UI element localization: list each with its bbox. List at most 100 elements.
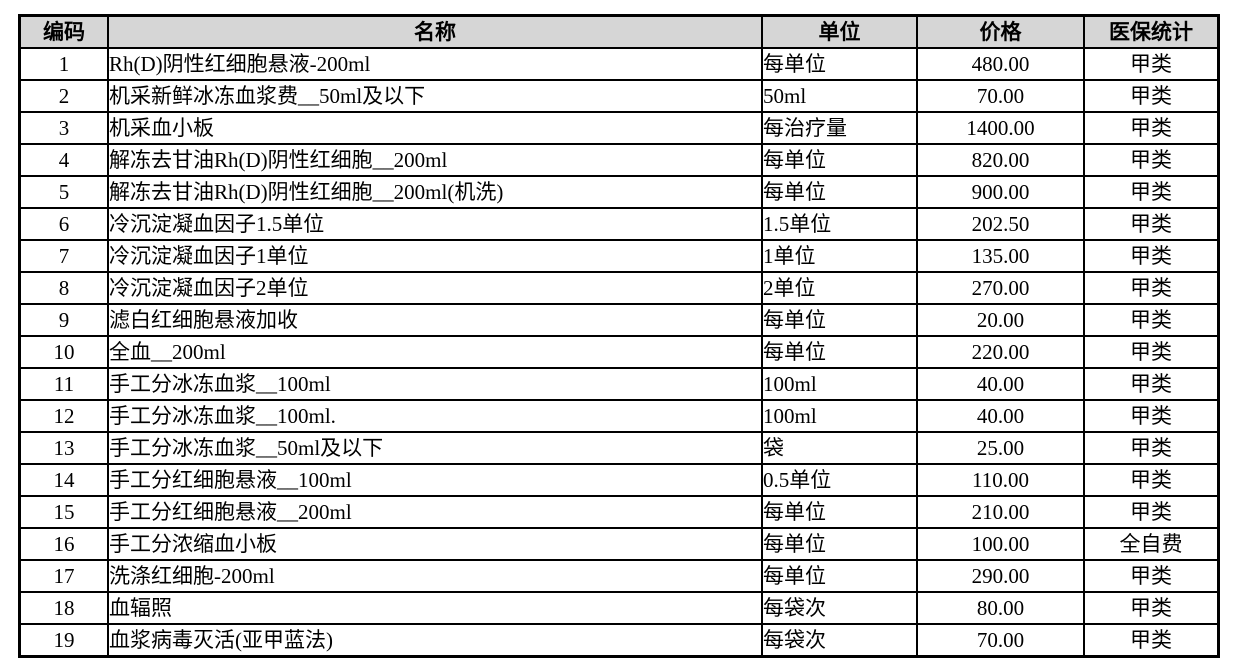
- table-row: 6 冷沉淀凝血因子1.5单位 1.5单位 202.50 甲类: [18, 207, 1220, 241]
- cell-unit: 每单位: [761, 175, 918, 209]
- cell-price: 1400.00: [916, 111, 1085, 145]
- table-row: 4 解冻去甘油Rh(D)阴性红细胞__200ml 每单位 820.00 甲类: [18, 143, 1220, 177]
- table-row: 12 手工分冰冻血浆__100ml. 100ml 40.00 甲类: [18, 399, 1220, 433]
- cell-name: 冷沉淀凝血因子1单位: [107, 239, 763, 273]
- cell-price: 80.00: [916, 591, 1085, 625]
- cell-code: 16: [18, 527, 109, 561]
- cell-insurance: 甲类: [1083, 175, 1220, 209]
- cell-name: 机采血小板: [107, 111, 763, 145]
- cell-insurance: 甲类: [1083, 431, 1220, 465]
- table-row: 2 机采新鲜冰冻血浆费__50ml及以下 50ml 70.00 甲类: [18, 79, 1220, 113]
- cell-code: 9: [18, 303, 109, 337]
- cell-unit: 每单位: [761, 47, 918, 81]
- cell-name: 手工分冰冻血浆__100ml.: [107, 399, 763, 433]
- cell-unit: 100ml: [761, 399, 918, 433]
- table-row: 9 滤白红细胞悬液加收 每单位 20.00 甲类: [18, 303, 1220, 337]
- cell-insurance: 甲类: [1083, 399, 1220, 433]
- cell-insurance: 甲类: [1083, 463, 1220, 497]
- cell-code: 2: [18, 79, 109, 113]
- cell-unit: 袋: [761, 431, 918, 465]
- table-row: 7 冷沉淀凝血因子1单位 1单位 135.00 甲类: [18, 239, 1220, 273]
- cell-unit: 100ml: [761, 367, 918, 401]
- cell-price: 820.00: [916, 143, 1085, 177]
- cell-name: 冷沉淀凝血因子2单位: [107, 271, 763, 305]
- cell-price: 100.00: [916, 527, 1085, 561]
- table-header: 编码 名称 单位 价格 医保统计: [18, 14, 1220, 49]
- table-row: 17 洗涤红细胞-200ml 每单位 290.00 甲类: [18, 559, 1220, 593]
- cell-unit: 每单位: [761, 527, 918, 561]
- cell-code: 3: [18, 111, 109, 145]
- cell-name: 滤白红细胞悬液加收: [107, 303, 763, 337]
- cell-insurance: 甲类: [1083, 367, 1220, 401]
- cell-insurance: 甲类: [1083, 303, 1220, 337]
- cell-code: 14: [18, 463, 109, 497]
- cell-unit: 每袋次: [761, 591, 918, 625]
- table-row: 18 血辐照 每袋次 80.00 甲类: [18, 591, 1220, 625]
- table-row: 14 手工分红细胞悬液__100ml 0.5单位 110.00 甲类: [18, 463, 1220, 497]
- cell-price: 290.00: [916, 559, 1085, 593]
- cell-name: 冷沉淀凝血因子1.5单位: [107, 207, 763, 241]
- table-row: 8 冷沉淀凝血因子2单位 2单位 270.00 甲类: [18, 271, 1220, 305]
- cell-name: 洗涤红细胞-200ml: [107, 559, 763, 593]
- cell-unit: 50ml: [761, 79, 918, 113]
- cell-code: 13: [18, 431, 109, 465]
- table-row: 16 手工分浓缩血小板 每单位 100.00 全自费: [18, 527, 1220, 561]
- cell-code: 19: [18, 623, 109, 658]
- cell-code: 15: [18, 495, 109, 529]
- cell-insurance: 甲类: [1083, 207, 1220, 241]
- cell-name: 机采新鲜冰冻血浆费__50ml及以下: [107, 79, 763, 113]
- cell-insurance: 甲类: [1083, 495, 1220, 529]
- cell-price: 110.00: [916, 463, 1085, 497]
- cell-insurance: 甲类: [1083, 79, 1220, 113]
- cell-code: 5: [18, 175, 109, 209]
- table-row: 3 机采血小板 每治疗量 1400.00 甲类: [18, 111, 1220, 145]
- cell-price: 210.00: [916, 495, 1085, 529]
- cell-price: 220.00: [916, 335, 1085, 369]
- cell-name: 血浆病毒灭活(亚甲蓝法): [107, 623, 763, 658]
- cell-unit: 每单位: [761, 303, 918, 337]
- header-row: 编码 名称 单位 价格 医保统计: [18, 14, 1220, 49]
- table-row: 1 Rh(D)阴性红细胞悬液-200ml 每单位 480.00 甲类: [18, 47, 1220, 81]
- cell-price: 25.00: [916, 431, 1085, 465]
- cell-insurance: 甲类: [1083, 143, 1220, 177]
- cell-code: 6: [18, 207, 109, 241]
- cell-code: 4: [18, 143, 109, 177]
- table-row: 15 手工分红细胞悬液__200ml 每单位 210.00 甲类: [18, 495, 1220, 529]
- cell-name: 解冻去甘油Rh(D)阴性红细胞__200ml(机洗): [107, 175, 763, 209]
- cell-name: 手工分冰冻血浆__50ml及以下: [107, 431, 763, 465]
- header-insurance: 医保统计: [1083, 14, 1220, 49]
- cell-unit: 每单位: [761, 143, 918, 177]
- cell-unit: 1单位: [761, 239, 918, 273]
- cell-unit: 1.5单位: [761, 207, 918, 241]
- cell-code: 11: [18, 367, 109, 401]
- cell-code: 17: [18, 559, 109, 593]
- header-price: 价格: [916, 14, 1085, 49]
- cell-name: 手工分冰冻血浆__100ml: [107, 367, 763, 401]
- cell-price: 40.00: [916, 399, 1085, 433]
- cell-price: 70.00: [916, 623, 1085, 658]
- cell-price: 202.50: [916, 207, 1085, 241]
- table-body: 1 Rh(D)阴性红细胞悬液-200ml 每单位 480.00 甲类 2 机采新…: [18, 47, 1220, 658]
- cell-price: 270.00: [916, 271, 1085, 305]
- cell-unit: 每单位: [761, 559, 918, 593]
- cell-insurance: 甲类: [1083, 591, 1220, 625]
- cell-price: 135.00: [916, 239, 1085, 273]
- cell-code: 1: [18, 47, 109, 81]
- header-unit: 单位: [761, 14, 918, 49]
- cell-insurance: 甲类: [1083, 623, 1220, 658]
- cell-price: 40.00: [916, 367, 1085, 401]
- cell-price: 20.00: [916, 303, 1085, 337]
- cell-insurance: 甲类: [1083, 559, 1220, 593]
- table-row: 19 血浆病毒灭活(亚甲蓝法) 每袋次 70.00 甲类: [18, 623, 1220, 658]
- table-row: 5 解冻去甘油Rh(D)阴性红细胞__200ml(机洗) 每单位 900.00 …: [18, 175, 1220, 209]
- cell-insurance: 甲类: [1083, 239, 1220, 273]
- cell-insurance: 甲类: [1083, 335, 1220, 369]
- cell-unit: 每单位: [761, 335, 918, 369]
- cell-code: 12: [18, 399, 109, 433]
- cell-name: 手工分浓缩血小板: [107, 527, 763, 561]
- cell-code: 8: [18, 271, 109, 305]
- cell-unit: 0.5单位: [761, 463, 918, 497]
- cell-unit: 每袋次: [761, 623, 918, 658]
- cell-name: 全血__200ml: [107, 335, 763, 369]
